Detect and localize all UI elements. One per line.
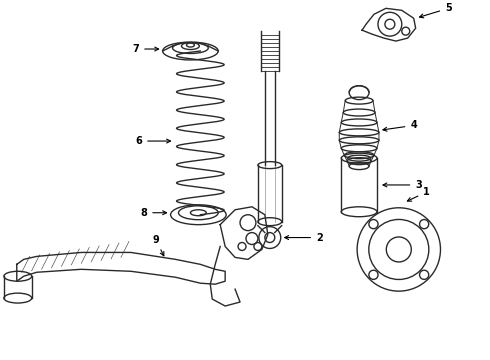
Text: 7: 7: [132, 44, 159, 54]
Text: 8: 8: [140, 208, 167, 218]
Text: 5: 5: [419, 3, 452, 18]
Text: 2: 2: [285, 233, 323, 243]
Text: 4: 4: [383, 121, 417, 131]
Text: 1: 1: [407, 187, 430, 201]
Text: 3: 3: [383, 180, 422, 190]
Text: 6: 6: [135, 136, 171, 146]
Text: 9: 9: [152, 234, 164, 256]
